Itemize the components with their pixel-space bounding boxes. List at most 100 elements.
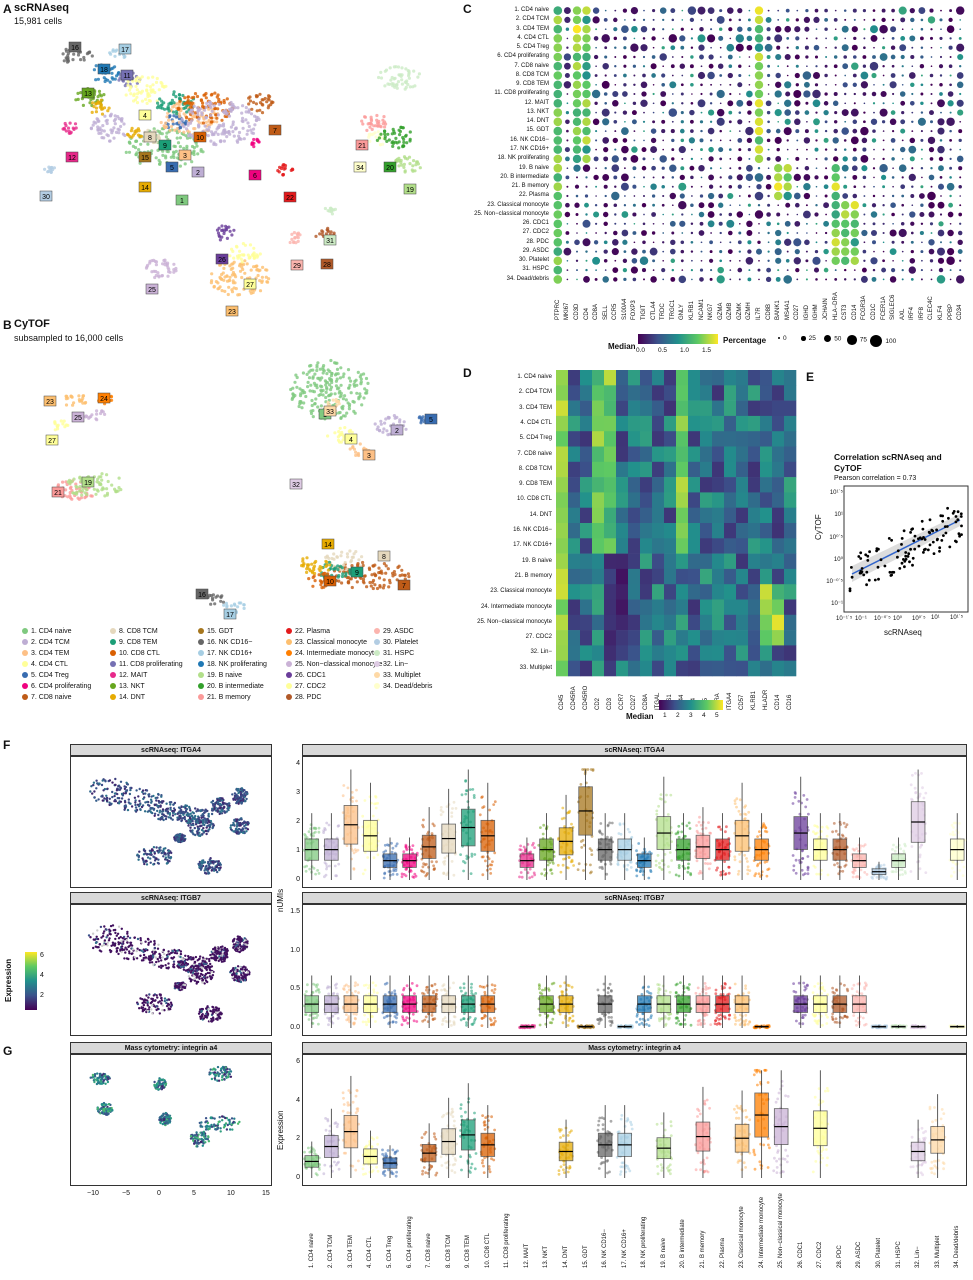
heatmap-cell [556, 477, 569, 493]
heatmap-cell [724, 584, 737, 600]
dotplot-dot [700, 148, 703, 152]
dotplot-dot [601, 108, 610, 117]
heatmap-cell [652, 507, 665, 524]
dotplot-dot [930, 28, 933, 31]
umap-a-label-box [403, 183, 417, 195]
heatmap-row-label: 10. CD8 CTL [516, 496, 552, 503]
panel-e-label: E [806, 370, 815, 384]
heatmap-cell [616, 477, 629, 493]
dotplot-dot [813, 16, 820, 23]
cell-point [386, 567, 390, 571]
dotplot-dot [774, 90, 782, 98]
cell-point [99, 98, 103, 102]
heatmap-cell [556, 446, 569, 463]
umap-b-label-text: 21 [54, 490, 62, 497]
legend-label: 2. CD4 TCM [31, 639, 70, 646]
heatmap-cell [784, 614, 797, 631]
umap-b-label-text: 7 [402, 583, 406, 590]
umap-cell [187, 821, 190, 824]
dotplot-dot [553, 173, 563, 182]
dotplot-dot [633, 74, 636, 77]
dotplot-dot [719, 56, 722, 58]
dotplot-dot [707, 220, 715, 228]
cell-point [195, 106, 200, 110]
cell-point [301, 557, 305, 561]
dotplot-dot [575, 194, 579, 198]
dotplot-dot [949, 157, 952, 161]
cell-point [305, 570, 309, 574]
dotplot-dot [603, 202, 608, 208]
umap-cell [185, 808, 189, 811]
dotplot-dot [786, 213, 789, 216]
dotplot-dot [815, 241, 818, 244]
heatmap-cell [640, 446, 653, 463]
cell-point [316, 405, 320, 409]
umap-a-label-box [193, 131, 207, 143]
umap-cell [172, 803, 175, 806]
dotplot-dot [892, 167, 894, 170]
cell-point [158, 97, 162, 101]
corr-point [938, 549, 941, 553]
dotplot-dot [890, 54, 896, 60]
cell-point [171, 105, 175, 109]
dotplot-dot [900, 184, 906, 190]
dotplot-dot [889, 229, 897, 237]
heatmap-cell [556, 630, 569, 646]
dotplot-dot [920, 46, 924, 49]
dotplot-dot [936, 275, 946, 284]
cell-point [205, 101, 209, 105]
cell-point [361, 122, 365, 126]
dotplot-dot [815, 157, 818, 160]
dotplot-dot [602, 118, 610, 126]
legend-item: 22. Plasma [286, 628, 330, 635]
dotplot-dot [786, 74, 789, 77]
legend-swatch [198, 661, 204, 668]
dotplot-dot [707, 211, 715, 218]
umap-cell [217, 807, 220, 810]
dotplot-dot [566, 46, 569, 49]
cell-point [334, 397, 338, 402]
cell-point [237, 130, 242, 135]
dotplot-dot [641, 230, 647, 236]
dotplot-dot [783, 275, 792, 284]
cell-point [365, 585, 369, 589]
heatmap-cell [592, 614, 605, 631]
heatmap-cell [760, 553, 773, 570]
dotplot-dot [901, 74, 904, 77]
cell-point [228, 264, 232, 268]
dotplot-dot [882, 74, 885, 77]
cell-point [339, 432, 343, 436]
dotplot-dot [853, 185, 857, 189]
cell-point [311, 571, 315, 575]
dotplot-dot [850, 238, 859, 247]
dotplot-dot [566, 223, 569, 225]
cell-point [373, 583, 377, 587]
heatmap-cell [700, 538, 713, 554]
dotplot-dot [621, 25, 629, 34]
dotplot-dot [728, 184, 733, 189]
heatmap-cell [724, 400, 737, 417]
cell-point [228, 278, 232, 282]
dotplot-dot [890, 110, 896, 115]
cell-point [167, 109, 171, 113]
heatmap-col-label: CCR7 [619, 693, 625, 710]
legend-label: 25. Non−classical monocyte [295, 661, 383, 668]
umap-cell [157, 793, 160, 796]
corr-point [904, 554, 908, 558]
cell-point [340, 574, 345, 579]
dotplot-dot [873, 176, 875, 179]
dotplot-dot [708, 146, 714, 153]
dotplot-dot [882, 250, 885, 253]
dotplot-dot [908, 145, 917, 154]
heatmap-cell [724, 477, 737, 493]
dotplot-dot [594, 74, 598, 77]
umap-b-label-7: 7 [397, 579, 411, 591]
heatmap-cell [736, 400, 749, 417]
dotplot-dot [892, 102, 894, 105]
cell-point [316, 361, 320, 365]
dotplot-dot [700, 111, 703, 114]
dotplot-dot [602, 137, 610, 144]
cell-point [62, 127, 66, 131]
dotplot-dot [738, 166, 742, 170]
cell-point [101, 486, 105, 490]
